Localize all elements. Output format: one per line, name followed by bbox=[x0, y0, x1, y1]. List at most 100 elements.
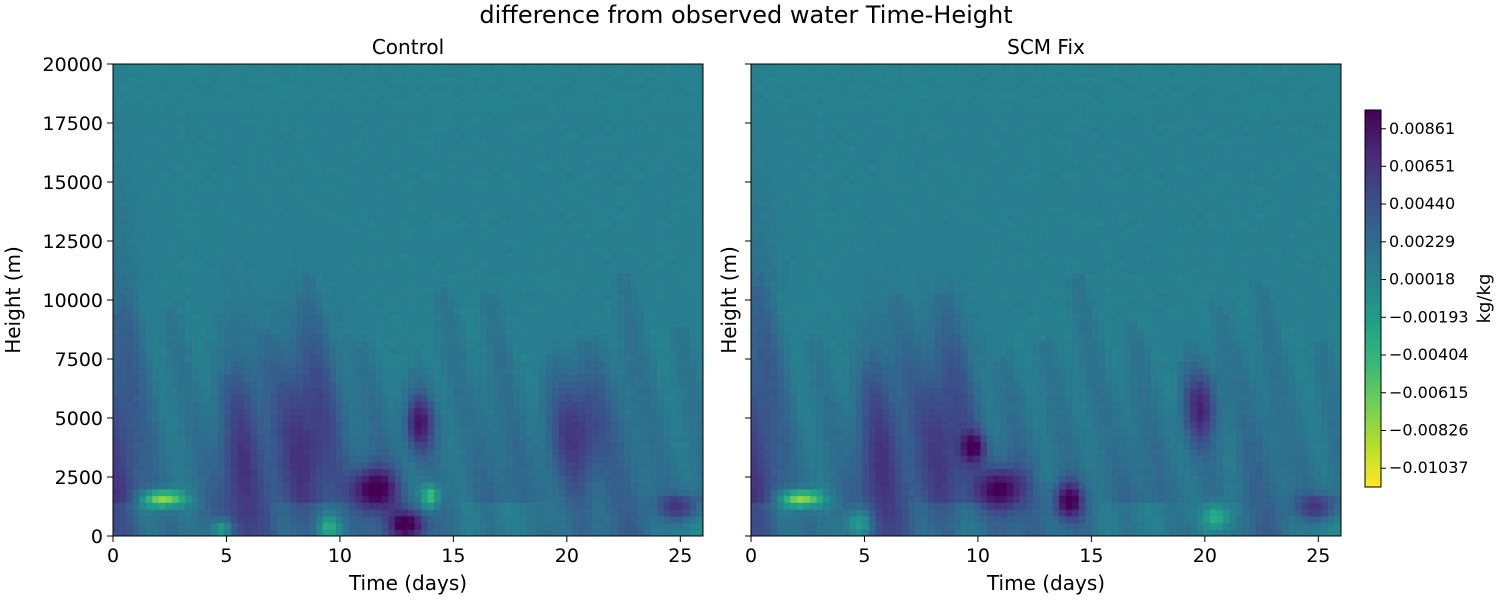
heatmap-cell bbox=[414, 320, 422, 328]
heatmap-cell bbox=[309, 387, 317, 395]
heatmap-cell bbox=[375, 178, 383, 186]
heatmap-cell bbox=[467, 380, 475, 389]
heatmap-cell bbox=[231, 313, 239, 321]
heatmap-cell bbox=[519, 326, 527, 335]
heatmap-cell bbox=[224, 266, 232, 274]
heatmap-cell bbox=[401, 266, 409, 274]
heatmap-cell bbox=[493, 158, 501, 166]
heatmap-cell bbox=[532, 482, 540, 490]
heatmap-cell bbox=[237, 380, 245, 389]
heatmap-cell bbox=[126, 515, 134, 524]
heatmap-cell bbox=[204, 360, 212, 369]
heatmap-cell bbox=[322, 84, 330, 92]
heatmap-cell bbox=[132, 144, 140, 153]
heatmap-cell bbox=[303, 97, 311, 106]
heatmap-cell bbox=[349, 306, 357, 315]
heatmap-cell bbox=[375, 232, 383, 240]
heatmap-cell bbox=[158, 468, 167, 476]
heatmap-cell bbox=[335, 360, 344, 369]
heatmap-cell bbox=[237, 434, 245, 443]
heatmap-cell bbox=[467, 84, 475, 92]
heatmap-cell bbox=[198, 70, 206, 79]
heatmap-cell bbox=[257, 367, 265, 375]
heatmap-cell bbox=[381, 252, 389, 261]
heatmap-cell bbox=[276, 252, 285, 261]
heatmap-cell bbox=[165, 515, 173, 524]
heatmap-cell bbox=[217, 488, 226, 497]
heatmap-cell bbox=[224, 407, 232, 416]
heatmap-cell bbox=[257, 340, 265, 348]
heatmap-cell bbox=[322, 97, 330, 106]
heatmap-cell bbox=[447, 178, 455, 186]
heatmap-cell bbox=[388, 97, 396, 106]
heatmap-cell bbox=[512, 320, 521, 328]
heatmap-cell bbox=[421, 326, 429, 335]
heatmap-cell bbox=[453, 266, 462, 274]
heatmap-cell bbox=[427, 515, 435, 524]
heatmap-cell bbox=[552, 117, 560, 126]
heatmap-cell bbox=[204, 111, 212, 119]
heatmap-cell bbox=[303, 380, 311, 389]
heatmap-cell bbox=[427, 178, 435, 186]
heatmap-cell bbox=[414, 488, 422, 497]
heatmap-cell bbox=[316, 219, 324, 227]
heatmap-cell bbox=[440, 158, 448, 166]
heatmap-cell bbox=[427, 246, 435, 254]
heatmap-cell bbox=[276, 90, 285, 99]
heatmap-cell bbox=[493, 306, 501, 315]
heatmap-cell bbox=[309, 475, 317, 483]
heatmap-cell bbox=[132, 407, 140, 416]
heatmap-cell bbox=[211, 300, 219, 308]
heatmap-cell bbox=[539, 171, 547, 180]
heatmap-cell bbox=[493, 509, 501, 517]
heatmap-cell bbox=[427, 259, 435, 267]
heatmap-cell bbox=[296, 266, 304, 274]
heatmap-cell bbox=[335, 64, 344, 72]
heatmap-cell bbox=[152, 151, 160, 159]
heatmap-cell bbox=[270, 495, 278, 503]
heatmap-cell bbox=[421, 252, 429, 261]
heatmap-cell bbox=[283, 360, 291, 369]
heatmap-cell bbox=[303, 178, 311, 186]
heatmap-cell bbox=[191, 448, 199, 456]
heatmap-cell bbox=[512, 212, 521, 220]
heatmap-cell bbox=[290, 279, 298, 288]
heatmap-cell bbox=[440, 104, 448, 112]
heatmap-cell bbox=[539, 529, 547, 536]
heatmap-cell bbox=[303, 488, 311, 497]
heatmap-cell bbox=[217, 111, 226, 119]
heatmap-cell bbox=[539, 232, 547, 240]
heatmap-cell bbox=[335, 138, 344, 146]
heatmap-cell bbox=[250, 326, 258, 335]
heatmap-cell bbox=[355, 515, 363, 524]
heatmap-cell bbox=[250, 97, 258, 106]
heatmap-cell bbox=[394, 192, 403, 200]
heatmap-cell bbox=[322, 178, 330, 186]
heatmap-cell bbox=[467, 333, 475, 342]
heatmap-cell bbox=[460, 111, 468, 119]
heatmap-cell bbox=[309, 421, 317, 429]
heatmap-cell bbox=[191, 124, 199, 133]
heatmap-cell bbox=[257, 117, 265, 126]
heatmap-cell bbox=[172, 178, 180, 186]
heatmap-cell bbox=[565, 293, 573, 301]
heatmap-cell bbox=[290, 151, 298, 159]
heatmap-cell bbox=[427, 461, 435, 470]
heatmap-cell bbox=[126, 246, 134, 254]
heatmap-cell bbox=[145, 111, 153, 119]
heatmap-cell bbox=[375, 205, 383, 213]
heatmap-cell bbox=[191, 144, 199, 153]
heatmap-cell bbox=[381, 509, 389, 517]
heatmap-cell bbox=[139, 306, 147, 315]
heatmap-cell bbox=[480, 468, 488, 476]
heatmap-cell bbox=[545, 401, 553, 409]
heatmap-cell bbox=[493, 138, 501, 146]
heatmap-cell bbox=[440, 515, 448, 524]
heatmap-cell bbox=[257, 414, 265, 422]
heatmap-cell bbox=[558, 246, 566, 254]
heatmap-cell bbox=[290, 198, 298, 207]
heatmap-cell bbox=[335, 333, 344, 342]
heatmap-cell bbox=[467, 502, 475, 510]
heatmap-cell bbox=[453, 192, 462, 200]
